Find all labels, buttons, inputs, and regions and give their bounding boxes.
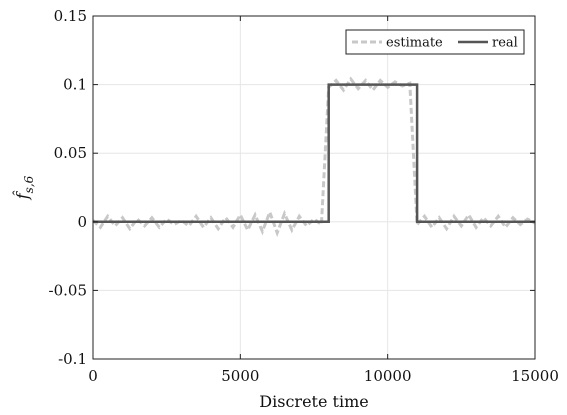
y-tick-label: -0.1 [58,350,87,368]
legend-label-estimate: estimate [386,36,443,51]
y-tick-label: -0.05 [49,281,87,299]
y-axis-label-subscript: s,6 [22,175,36,193]
series-line-real [93,83,535,224]
legend-label-real: real [492,36,518,51]
x-axis-label: Discrete time [259,392,368,411]
y-tick-label: 0.1 [63,76,87,94]
x-tick-label: 15000 [511,367,559,385]
series-layer [91,76,536,238]
legend: estimate real [345,29,525,55]
x-tick-label: 0 [88,367,98,385]
y-tick-label: 0 [77,213,87,231]
y-tick-label: 0.05 [54,144,87,162]
plot-frame [92,15,536,360]
y-tick-label: 0.15 [54,7,87,25]
x-tick-label: 5000 [221,367,259,385]
series-line-estimate [91,76,536,238]
y-axis-label: f̂s,6 [13,175,36,200]
y-axis-label-main: f̂ [13,190,32,200]
x-tick-label: 10000 [364,367,412,385]
ticks: 0 5000 10000 15000 -0.1 -0.05 0 0.05 0.1 0.15 [49,7,559,385]
grid [92,15,536,360]
